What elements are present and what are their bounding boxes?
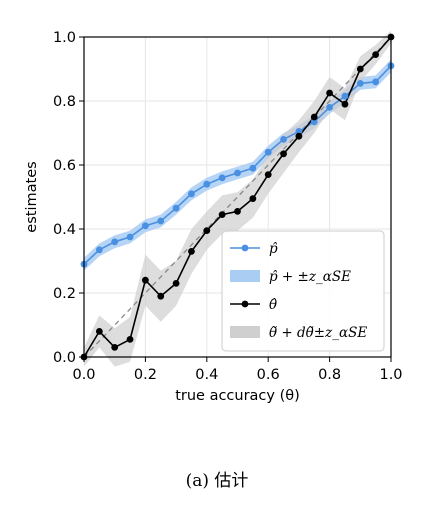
y-tick-label-0: 0.0 <box>53 350 76 366</box>
point-series-0-11 <box>249 164 257 172</box>
point-series-1-19 <box>372 51 380 58</box>
y-tick-label-5: 1.0 <box>53 30 76 46</box>
point-series-0-19 <box>372 78 380 86</box>
y-tick-label-2: 0.4 <box>53 222 76 238</box>
legend-label-1: p̂ + ±z_αSE <box>269 269 351 285</box>
point-series-1-11 <box>249 195 257 203</box>
figure-caption: (a) 估计 <box>185 471 249 491</box>
legend-patch-1 <box>230 270 260 282</box>
x-tick-label-1: 0.2 <box>134 367 157 383</box>
point-series-0-10 <box>234 169 241 177</box>
point-series-1-14 <box>295 132 303 140</box>
point-series-0-14 <box>295 127 303 135</box>
x-axis-title: true accuracy (θ) <box>175 388 300 404</box>
x-tick-label-2: 0.4 <box>195 367 218 383</box>
point-series-1-12 <box>264 171 272 179</box>
point-series-1-16 <box>326 89 333 97</box>
point-series-1-9 <box>218 211 226 219</box>
legend-box <box>221 230 385 352</box>
point-series-0-5 <box>157 217 165 225</box>
point-series-0-15 <box>310 118 318 126</box>
point-series-0-18 <box>356 80 364 87</box>
diagonal-reference-line <box>83 36 392 358</box>
point-series-0-2 <box>111 238 119 246</box>
x-tick-label-0: 0.0 <box>72 367 95 383</box>
point-series-0-12 <box>264 148 272 156</box>
point-series-1-5 <box>157 292 165 300</box>
x-tick-label-3: 0.6 <box>257 367 280 383</box>
point-series-1-6 <box>172 280 180 287</box>
point-series-0-6 <box>172 204 180 212</box>
point-series-1-18 <box>356 65 364 73</box>
point-series-1-1 <box>95 328 103 335</box>
axis-ticks: 0.0 0.2 0.4 0.6 0.8 1.0 0.0 0.2 0.4 0.6 0.8 1.0 <box>53 30 403 383</box>
plot-frame <box>83 36 392 358</box>
point-series-0-4 <box>142 222 149 230</box>
legend-label-3: θ̃ + dθ̃±z_αSE <box>269 325 367 341</box>
point-series-1-13 <box>280 150 287 158</box>
point-series-1-15 <box>310 113 318 121</box>
point-series-0-8 <box>203 180 211 188</box>
point-series-0-1 <box>95 246 103 254</box>
y-axis-title: estimates <box>24 161 40 232</box>
point-series-0-3 <box>126 233 134 241</box>
x-tick-label-4: 0.8 <box>318 367 341 383</box>
legend: p̂ p̂ + ±z_αSE θ̂ θ̃ + dθ̃±z_αSE <box>221 230 385 352</box>
legend-label-0: p̂ <box>269 241 278 257</box>
x-tick-label-5: 1.0 <box>379 367 402 383</box>
legend-label-2: θ̂ <box>269 297 277 313</box>
point-series-1-4 <box>142 276 149 284</box>
point-series-0-9 <box>218 174 226 182</box>
point-series-1-10 <box>234 208 241 215</box>
point-series-0-17 <box>341 92 349 100</box>
point-series-0-13 <box>280 136 287 143</box>
legend-patch-3 <box>230 326 260 338</box>
y-tick-label-1: 0.2 <box>53 286 76 302</box>
legend-marker-2 <box>241 300 249 308</box>
y-tick-label-3: 0.6 <box>53 158 76 174</box>
point-series-1-8 <box>203 227 211 235</box>
y-tick-label-4: 0.8 <box>53 94 76 110</box>
point-series-1-2 <box>111 344 119 351</box>
point-series-1-3 <box>126 336 134 343</box>
legend-marker-0 <box>241 244 249 252</box>
point-series-1-7 <box>188 248 195 255</box>
point-series-1-17 <box>341 100 349 108</box>
point-series-0-7 <box>188 190 195 198</box>
point-series-0-16 <box>326 104 333 111</box>
series-points <box>80 33 395 361</box>
